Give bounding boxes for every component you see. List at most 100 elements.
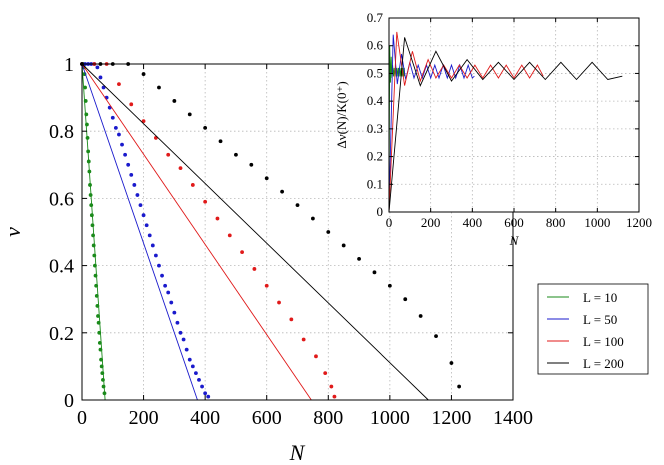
series-L10-point bbox=[84, 112, 89, 117]
series-L10-point bbox=[90, 223, 95, 228]
series-L100-point bbox=[332, 394, 337, 399]
legend-label-L100: L = 100 bbox=[583, 334, 624, 349]
series-L200-point bbox=[157, 85, 161, 90]
series-L50-point bbox=[203, 391, 208, 396]
series-L50-point bbox=[163, 283, 168, 288]
series-L200 bbox=[80, 62, 462, 401]
series-L200-point bbox=[457, 384, 462, 389]
series-L50-fit-line bbox=[81, 63, 198, 401]
inset-plot: 0 200 400 600 800 1000 1200 0 0.1 0.2 0.3 0.4 0.5 0.… bbox=[334, 10, 652, 248]
legend: L = 10 L = 50 L = 100 L = 200 bbox=[537, 283, 649, 375]
series-L10-point bbox=[85, 122, 89, 127]
series-L100-point bbox=[323, 371, 328, 376]
series-L10-point bbox=[89, 213, 94, 218]
series-L50-point bbox=[200, 384, 204, 389]
series-L10 bbox=[80, 62, 107, 401]
series-L50-point bbox=[95, 65, 100, 70]
series-L50 bbox=[80, 62, 211, 401]
series-L200-point bbox=[295, 203, 300, 208]
main-x-axis-label: N bbox=[289, 440, 306, 465]
series-L50-point bbox=[206, 394, 211, 399]
series-L50-point bbox=[194, 371, 198, 376]
series-L50-point bbox=[110, 115, 115, 120]
series-L100 bbox=[80, 62, 337, 401]
series-L50-point bbox=[181, 337, 186, 342]
legend-box bbox=[537, 283, 649, 375]
series-L10-point bbox=[88, 193, 93, 197]
series-L10-point bbox=[91, 233, 95, 238]
series-L50-point bbox=[120, 142, 124, 147]
series-L100-point bbox=[240, 250, 244, 255]
main-x-tick-label: 1000 bbox=[370, 407, 410, 429]
series-L50-point bbox=[197, 377, 201, 382]
series-L10-point bbox=[87, 169, 92, 174]
series-L100-point bbox=[289, 317, 294, 322]
series-L50-point bbox=[190, 364, 195, 369]
series-L10-point bbox=[94, 283, 99, 288]
series-L10-point bbox=[97, 340, 102, 345]
series-L100-point bbox=[141, 119, 146, 124]
series-L200-point bbox=[187, 112, 192, 117]
inset-y-tick-label: 0.4 bbox=[367, 93, 384, 108]
series-L100-fit-line bbox=[81, 63, 312, 401]
inset-y-axis-label: Δν(N)/K(0⁺) bbox=[334, 81, 349, 148]
inset-y-tick-label: 0.7 bbox=[367, 10, 384, 25]
inset-series-L200-line bbox=[388, 37, 623, 213]
series-L50-point bbox=[160, 273, 164, 278]
series-L200-point bbox=[203, 125, 208, 130]
series-L10-point bbox=[96, 314, 100, 318]
main-series-layer bbox=[80, 62, 462, 401]
series-L200-point bbox=[326, 230, 331, 234]
inset-y-tick-labels: 0 0.1 0.2 0.3 0.4 0.5 0.6 0.7 bbox=[367, 10, 384, 219]
series-L10-point bbox=[99, 364, 104, 369]
series-L50-point bbox=[157, 263, 161, 268]
series-L10-point bbox=[93, 273, 98, 278]
main-y-tick-labels: 0 0.2 0.4 0.6 0.8 1 bbox=[49, 54, 74, 412]
main-y-tick-label: 0.2 bbox=[49, 323, 74, 345]
series-L50-point bbox=[184, 347, 189, 352]
series-L200-point bbox=[234, 152, 238, 157]
series-L200-point bbox=[141, 72, 146, 76]
inset-x-tick-label: 200 bbox=[421, 215, 441, 230]
series-L50-point bbox=[113, 125, 118, 130]
series-L10-point bbox=[86, 149, 91, 154]
series-L50-point bbox=[117, 132, 121, 137]
series-L200-point bbox=[249, 162, 254, 167]
inset-x-tick-labels: 0 200 400 600 800 1000 1200 bbox=[386, 215, 652, 230]
series-L10-point bbox=[95, 304, 100, 308]
inset-series-layer bbox=[388, 31, 623, 213]
series-L200-point bbox=[218, 139, 223, 144]
series-L100-point bbox=[227, 233, 232, 238]
inset-x-tick-label: 400 bbox=[463, 215, 483, 230]
series-L50-point bbox=[126, 162, 131, 167]
main-x-tick-labels: 0 200 400 600 800 1000 1200 1400 bbox=[77, 407, 533, 429]
series-L200-point bbox=[434, 334, 438, 339]
series-L200-point bbox=[418, 314, 423, 318]
main-y-axis-label: ν bbox=[0, 227, 25, 237]
main-x-tick-label: 200 bbox=[129, 407, 159, 429]
legend-label-L200: L = 200 bbox=[583, 356, 624, 371]
series-L100-point bbox=[178, 166, 183, 171]
series-L10-point bbox=[91, 243, 96, 248]
main-x-tick-label: 600 bbox=[252, 407, 282, 429]
series-L200-point bbox=[403, 297, 408, 302]
series-L100-point bbox=[314, 354, 318, 359]
series-L10-point bbox=[101, 377, 105, 382]
series-L100-point bbox=[301, 337, 306, 342]
series-L100-point bbox=[129, 102, 134, 107]
inset-series-L100-line bbox=[388, 31, 544, 213]
main-y-tick-label: 0.8 bbox=[49, 121, 74, 143]
series-L10-point bbox=[83, 85, 87, 90]
main-y-tick-label: 0.6 bbox=[49, 188, 74, 210]
inset-y-tick-label: 0.1 bbox=[367, 176, 383, 191]
series-L50-point bbox=[123, 152, 127, 157]
series-L100-point bbox=[277, 300, 281, 305]
series-L10-point bbox=[98, 347, 103, 352]
series-L100-point bbox=[203, 199, 208, 204]
inset-y-tick-label: 0.5 bbox=[367, 65, 383, 80]
series-L50-point bbox=[132, 183, 137, 187]
main-y-tick-label: 0.4 bbox=[49, 256, 74, 278]
series-L50-point bbox=[172, 310, 177, 315]
series-L50-point bbox=[178, 330, 183, 335]
